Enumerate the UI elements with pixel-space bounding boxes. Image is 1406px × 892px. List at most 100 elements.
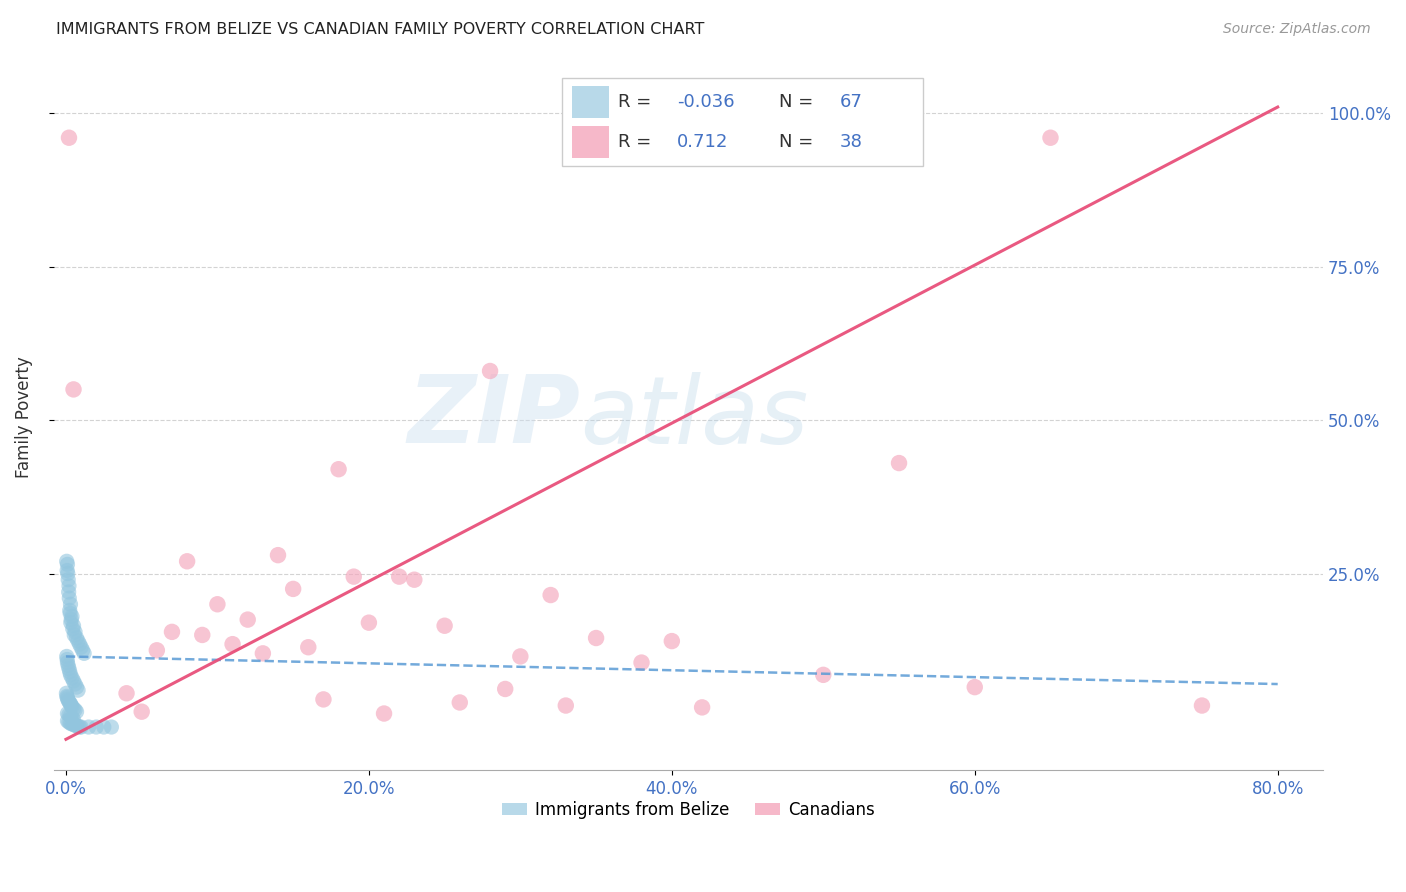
Point <box>65 680 87 694</box>
Point <box>56 558 79 572</box>
Point <box>62 717 84 731</box>
Point <box>60 698 83 713</box>
Text: IMMIGRANTS FROM BELIZE VS CANADIAN FAMILY POVERTY CORRELATION CHART: IMMIGRANTS FROM BELIZE VS CANADIAN FAMIL… <box>56 22 704 37</box>
Point <box>63 718 86 732</box>
Point <box>65 631 87 645</box>
Point <box>60 711 83 725</box>
Point <box>176 554 198 568</box>
Legend: Immigrants from Belize, Canadians: Immigrants from Belize, Canadians <box>495 794 882 825</box>
Point <box>93 720 115 734</box>
Point <box>449 696 471 710</box>
Point <box>56 690 79 705</box>
Point <box>62 383 84 397</box>
Point <box>146 643 169 657</box>
Point <box>404 573 426 587</box>
Point <box>62 622 84 636</box>
Point <box>56 652 79 666</box>
Point <box>479 364 502 378</box>
Point <box>58 130 80 145</box>
Point <box>56 566 79 581</box>
Point <box>252 646 274 660</box>
Point <box>56 714 79 728</box>
Point <box>70 640 93 655</box>
Point <box>62 713 84 727</box>
Point <box>59 697 82 711</box>
Point <box>236 613 259 627</box>
Point <box>494 681 516 696</box>
Point <box>388 569 411 583</box>
Point <box>59 668 82 682</box>
Point <box>433 619 456 633</box>
Point <box>62 673 84 688</box>
Point <box>63 703 86 717</box>
Point <box>115 686 138 700</box>
Point <box>509 649 531 664</box>
Y-axis label: Family Poverty: Family Poverty <box>15 356 32 478</box>
Point <box>63 628 86 642</box>
Point <box>56 692 79 706</box>
Point <box>67 683 90 698</box>
Point <box>690 700 713 714</box>
Point <box>540 588 562 602</box>
Point <box>267 548 290 562</box>
Point <box>191 628 214 642</box>
Point <box>70 720 93 734</box>
Point <box>963 680 986 694</box>
Point <box>63 624 86 639</box>
Point <box>60 671 83 685</box>
Point <box>67 634 90 648</box>
Point <box>328 462 350 476</box>
Point <box>58 707 80 722</box>
Point <box>56 690 79 704</box>
Point <box>55 686 77 700</box>
Point <box>1191 698 1213 713</box>
Point <box>58 662 80 676</box>
Text: atlas: atlas <box>581 372 808 463</box>
Point <box>58 715 80 730</box>
Point <box>56 706 79 721</box>
Point <box>58 585 80 599</box>
Point <box>373 706 395 721</box>
Point <box>131 705 153 719</box>
Point <box>100 720 122 734</box>
Point <box>60 717 83 731</box>
Point <box>58 591 80 606</box>
Point <box>62 701 84 715</box>
Point <box>67 719 90 733</box>
Point <box>60 609 83 624</box>
Point <box>58 696 80 710</box>
Point <box>69 720 91 734</box>
Point <box>65 719 87 733</box>
Point <box>221 637 243 651</box>
Point <box>1039 130 1062 145</box>
Point <box>55 554 77 568</box>
Point <box>63 677 86 691</box>
Point <box>58 579 80 593</box>
Point <box>56 564 79 578</box>
Point <box>69 637 91 651</box>
Point <box>55 649 77 664</box>
Text: Source: ZipAtlas.com: Source: ZipAtlas.com <box>1223 22 1371 37</box>
Point <box>58 658 80 673</box>
Point <box>56 656 79 670</box>
Point <box>77 720 100 734</box>
Point <box>59 603 82 617</box>
Point <box>630 656 652 670</box>
Point <box>297 640 319 655</box>
Point <box>62 619 84 633</box>
Point <box>554 698 576 713</box>
Point <box>58 573 80 587</box>
Point <box>59 709 82 723</box>
Point <box>72 643 94 657</box>
Point <box>58 694 80 708</box>
Point <box>59 716 82 731</box>
Point <box>585 631 607 645</box>
Point <box>661 634 683 648</box>
Point <box>283 582 305 596</box>
Point <box>59 665 82 679</box>
Point <box>59 597 82 611</box>
Point <box>60 699 83 714</box>
Point <box>312 692 335 706</box>
Point <box>59 607 82 621</box>
Point <box>60 613 83 627</box>
